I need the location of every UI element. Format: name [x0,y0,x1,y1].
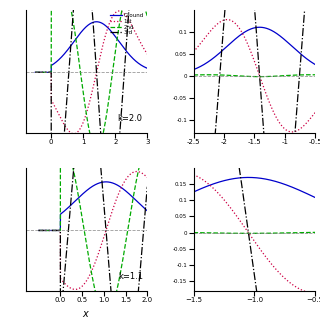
Legend: Ground, 1st, 2nd, 3rd: Ground, 1st, 2nd, 3rd [109,12,145,36]
X-axis label: $x$: $x$ [82,309,91,319]
Text: k=1.1: k=1.1 [118,272,143,281]
Text: k=2.0: k=2.0 [117,114,142,123]
